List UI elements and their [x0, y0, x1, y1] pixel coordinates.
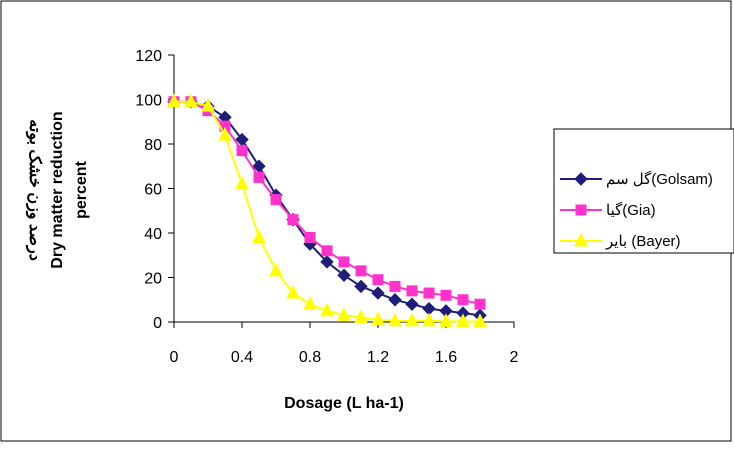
- data-point: [439, 313, 453, 327]
- x-tick-label: 0: [170, 349, 179, 366]
- x-tick-label: 2: [510, 349, 519, 366]
- data-point: [320, 302, 334, 317]
- y-axis-title-line-3: percent: [73, 160, 90, 218]
- x-axis-title: Dosage (L ha-1): [284, 395, 404, 412]
- data-point: [167, 93, 181, 108]
- legend-marker: [574, 172, 588, 186]
- data-point: [457, 294, 469, 306]
- axes: 0 20 40 60 80 100 120 0 0.4 0.8 1.2 1.6 2: [135, 48, 518, 366]
- data-point: [201, 98, 215, 112]
- data-point: [270, 194, 282, 206]
- data-point: [184, 93, 198, 108]
- data-point: [423, 287, 435, 299]
- data-point: [337, 307, 351, 321]
- data-point: [218, 126, 232, 141]
- data-point: [389, 280, 401, 292]
- data-point: [354, 279, 368, 294]
- data-point: [473, 313, 487, 328]
- x-tick-label: 0.4: [231, 349, 253, 366]
- data-point: [320, 255, 334, 269]
- x-tick-label: 1.6: [435, 349, 457, 366]
- legend-marker: [575, 204, 587, 216]
- y-tick-label: 100: [135, 93, 162, 110]
- y-tick-label: 0: [153, 315, 162, 332]
- legend-box: [553, 128, 734, 254]
- y-axis-title-line-1: درصد وزن خشک بوته: [25, 119, 43, 261]
- data-point: [371, 286, 385, 300]
- data-point: [440, 289, 452, 301]
- data-point: [355, 265, 367, 277]
- data-point: [371, 311, 385, 326]
- data-point: [252, 229, 266, 243]
- data-point: [287, 214, 299, 226]
- series-layer: [167, 93, 487, 328]
- x-tick-label: 0.8: [299, 349, 321, 366]
- data-point: [388, 312, 402, 327]
- data-point: [253, 171, 265, 183]
- data-point: [456, 313, 470, 328]
- series-square: [168, 96, 486, 310]
- data-point: [303, 296, 317, 310]
- data-point: [405, 297, 419, 311]
- data-point: [474, 298, 486, 310]
- y-tick-label: 40: [144, 226, 162, 243]
- legend-marker: [574, 232, 588, 247]
- series-triangle: [167, 93, 487, 328]
- data-point: [286, 284, 300, 299]
- data-point: [422, 312, 436, 327]
- legend: گل سم(Golsam) گیا(Gia) بایر (Bayer): [553, 128, 734, 254]
- y-tick-label: 60: [144, 182, 162, 199]
- y-axis-title-line-2: Dry matter reduction: [49, 111, 66, 268]
- legend-label: گیا(Gia): [606, 201, 656, 219]
- x-tick-label: 1.2: [367, 349, 389, 366]
- y-axis-title: درصد وزن خشک بوته Dry matter reduction p…: [25, 111, 90, 268]
- data-point: [321, 245, 333, 257]
- data-point: [236, 145, 248, 157]
- data-point: [269, 262, 283, 277]
- legend-label: گل سم(Golsam): [606, 170, 713, 188]
- data-point: [354, 309, 368, 324]
- data-point: [388, 293, 402, 307]
- y-tick-label: 120: [135, 48, 162, 65]
- data-point: [406, 285, 418, 297]
- y-tick-label: 80: [144, 137, 162, 154]
- data-point: [372, 274, 384, 286]
- data-point: [235, 175, 249, 190]
- data-point: [304, 231, 316, 243]
- data-point: [337, 268, 351, 282]
- y-tick-label: 20: [144, 271, 162, 288]
- data-point: [338, 256, 350, 268]
- data-point: [405, 312, 419, 327]
- legend-label: بایر (Bayer): [605, 233, 681, 250]
